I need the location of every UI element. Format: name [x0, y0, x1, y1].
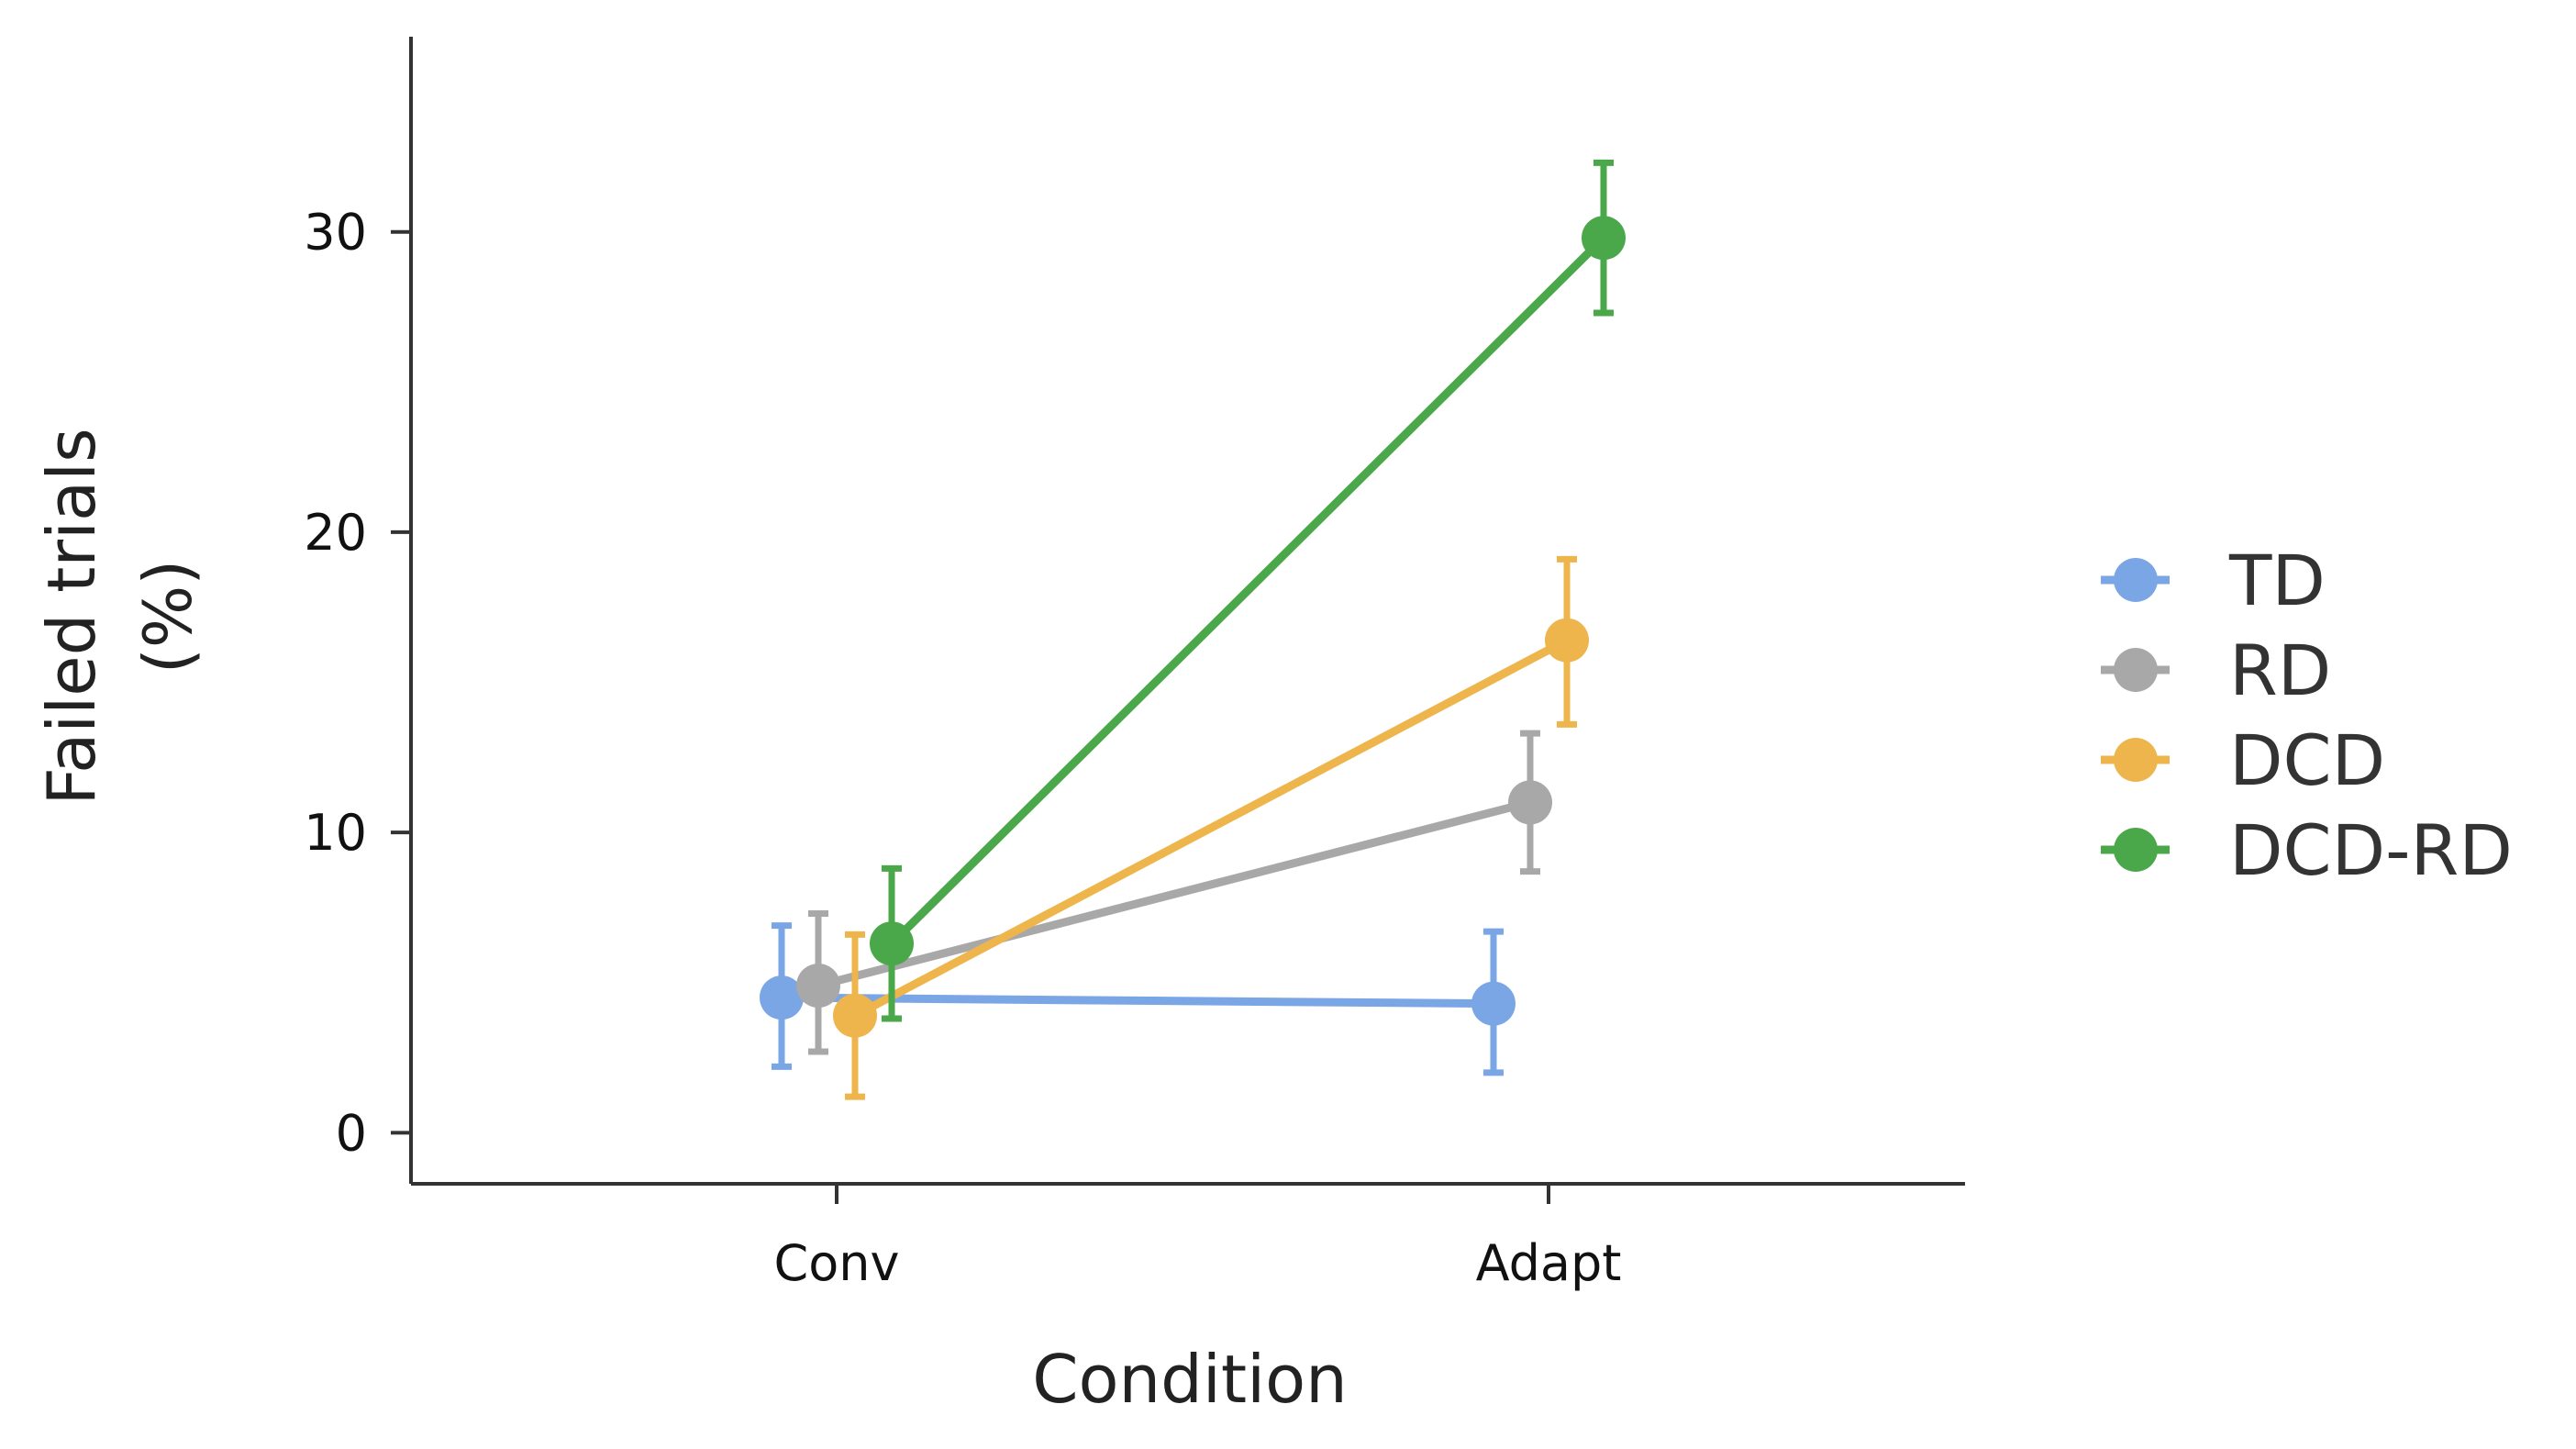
legend-label: DCD-RD [2229, 809, 2513, 891]
legend-label: RD [2229, 630, 2331, 711]
series-td [760, 922, 1516, 1076]
legend-item-dcd: DCD [2101, 719, 2385, 801]
data-point [1582, 216, 1626, 261]
series-line [850, 636, 1571, 1020]
legend-marker [2114, 828, 2158, 872]
legend-label: TD [2228, 540, 2326, 621]
legend-marker [2114, 558, 2158, 602]
x-tick-label: Conv [774, 1234, 900, 1292]
legend-item-td: TD [2101, 540, 2326, 621]
y-tick-label: 10 [304, 804, 367, 862]
x-axis-title: Condition [1032, 1341, 1348, 1418]
data-point [760, 975, 804, 1020]
series-line [887, 233, 1608, 948]
y-axis-title-line-2: (%) [129, 560, 206, 674]
data-point [833, 993, 877, 1038]
y-tick-label: 0 [336, 1104, 367, 1162]
data-point [1545, 618, 1589, 663]
y-tick-label: 20 [304, 504, 367, 562]
series-dcd [833, 555, 1589, 1100]
y-axis-title-line-1: Failed trials [33, 428, 110, 805]
data-point [1508, 780, 1552, 825]
series-dcd-rd [870, 159, 1626, 1022]
y-tick-label: 30 [304, 204, 367, 262]
legend-marker [2114, 648, 2158, 692]
series-layer [760, 159, 1626, 1100]
legend-item-rd: RD [2101, 630, 2331, 711]
data-point [1471, 981, 1516, 1026]
series-line [777, 993, 1498, 1009]
data-point [870, 921, 914, 966]
y-axis-title: Failed trials (%) [33, 428, 206, 805]
legend-marker [2114, 738, 2158, 782]
data-point [796, 964, 840, 1009]
axes [409, 37, 1965, 1186]
series-rd [796, 730, 1552, 1055]
series-line [814, 797, 1535, 990]
x-ticks: Conv Adapt [774, 1184, 1622, 1292]
x-tick-label: Adapt [1476, 1234, 1622, 1292]
y-ticks: 0 10 20 30 [304, 204, 411, 1162]
legend-item-dcd-rd: DCD-RD [2101, 809, 2513, 891]
legend-label: DCD [2229, 719, 2385, 801]
